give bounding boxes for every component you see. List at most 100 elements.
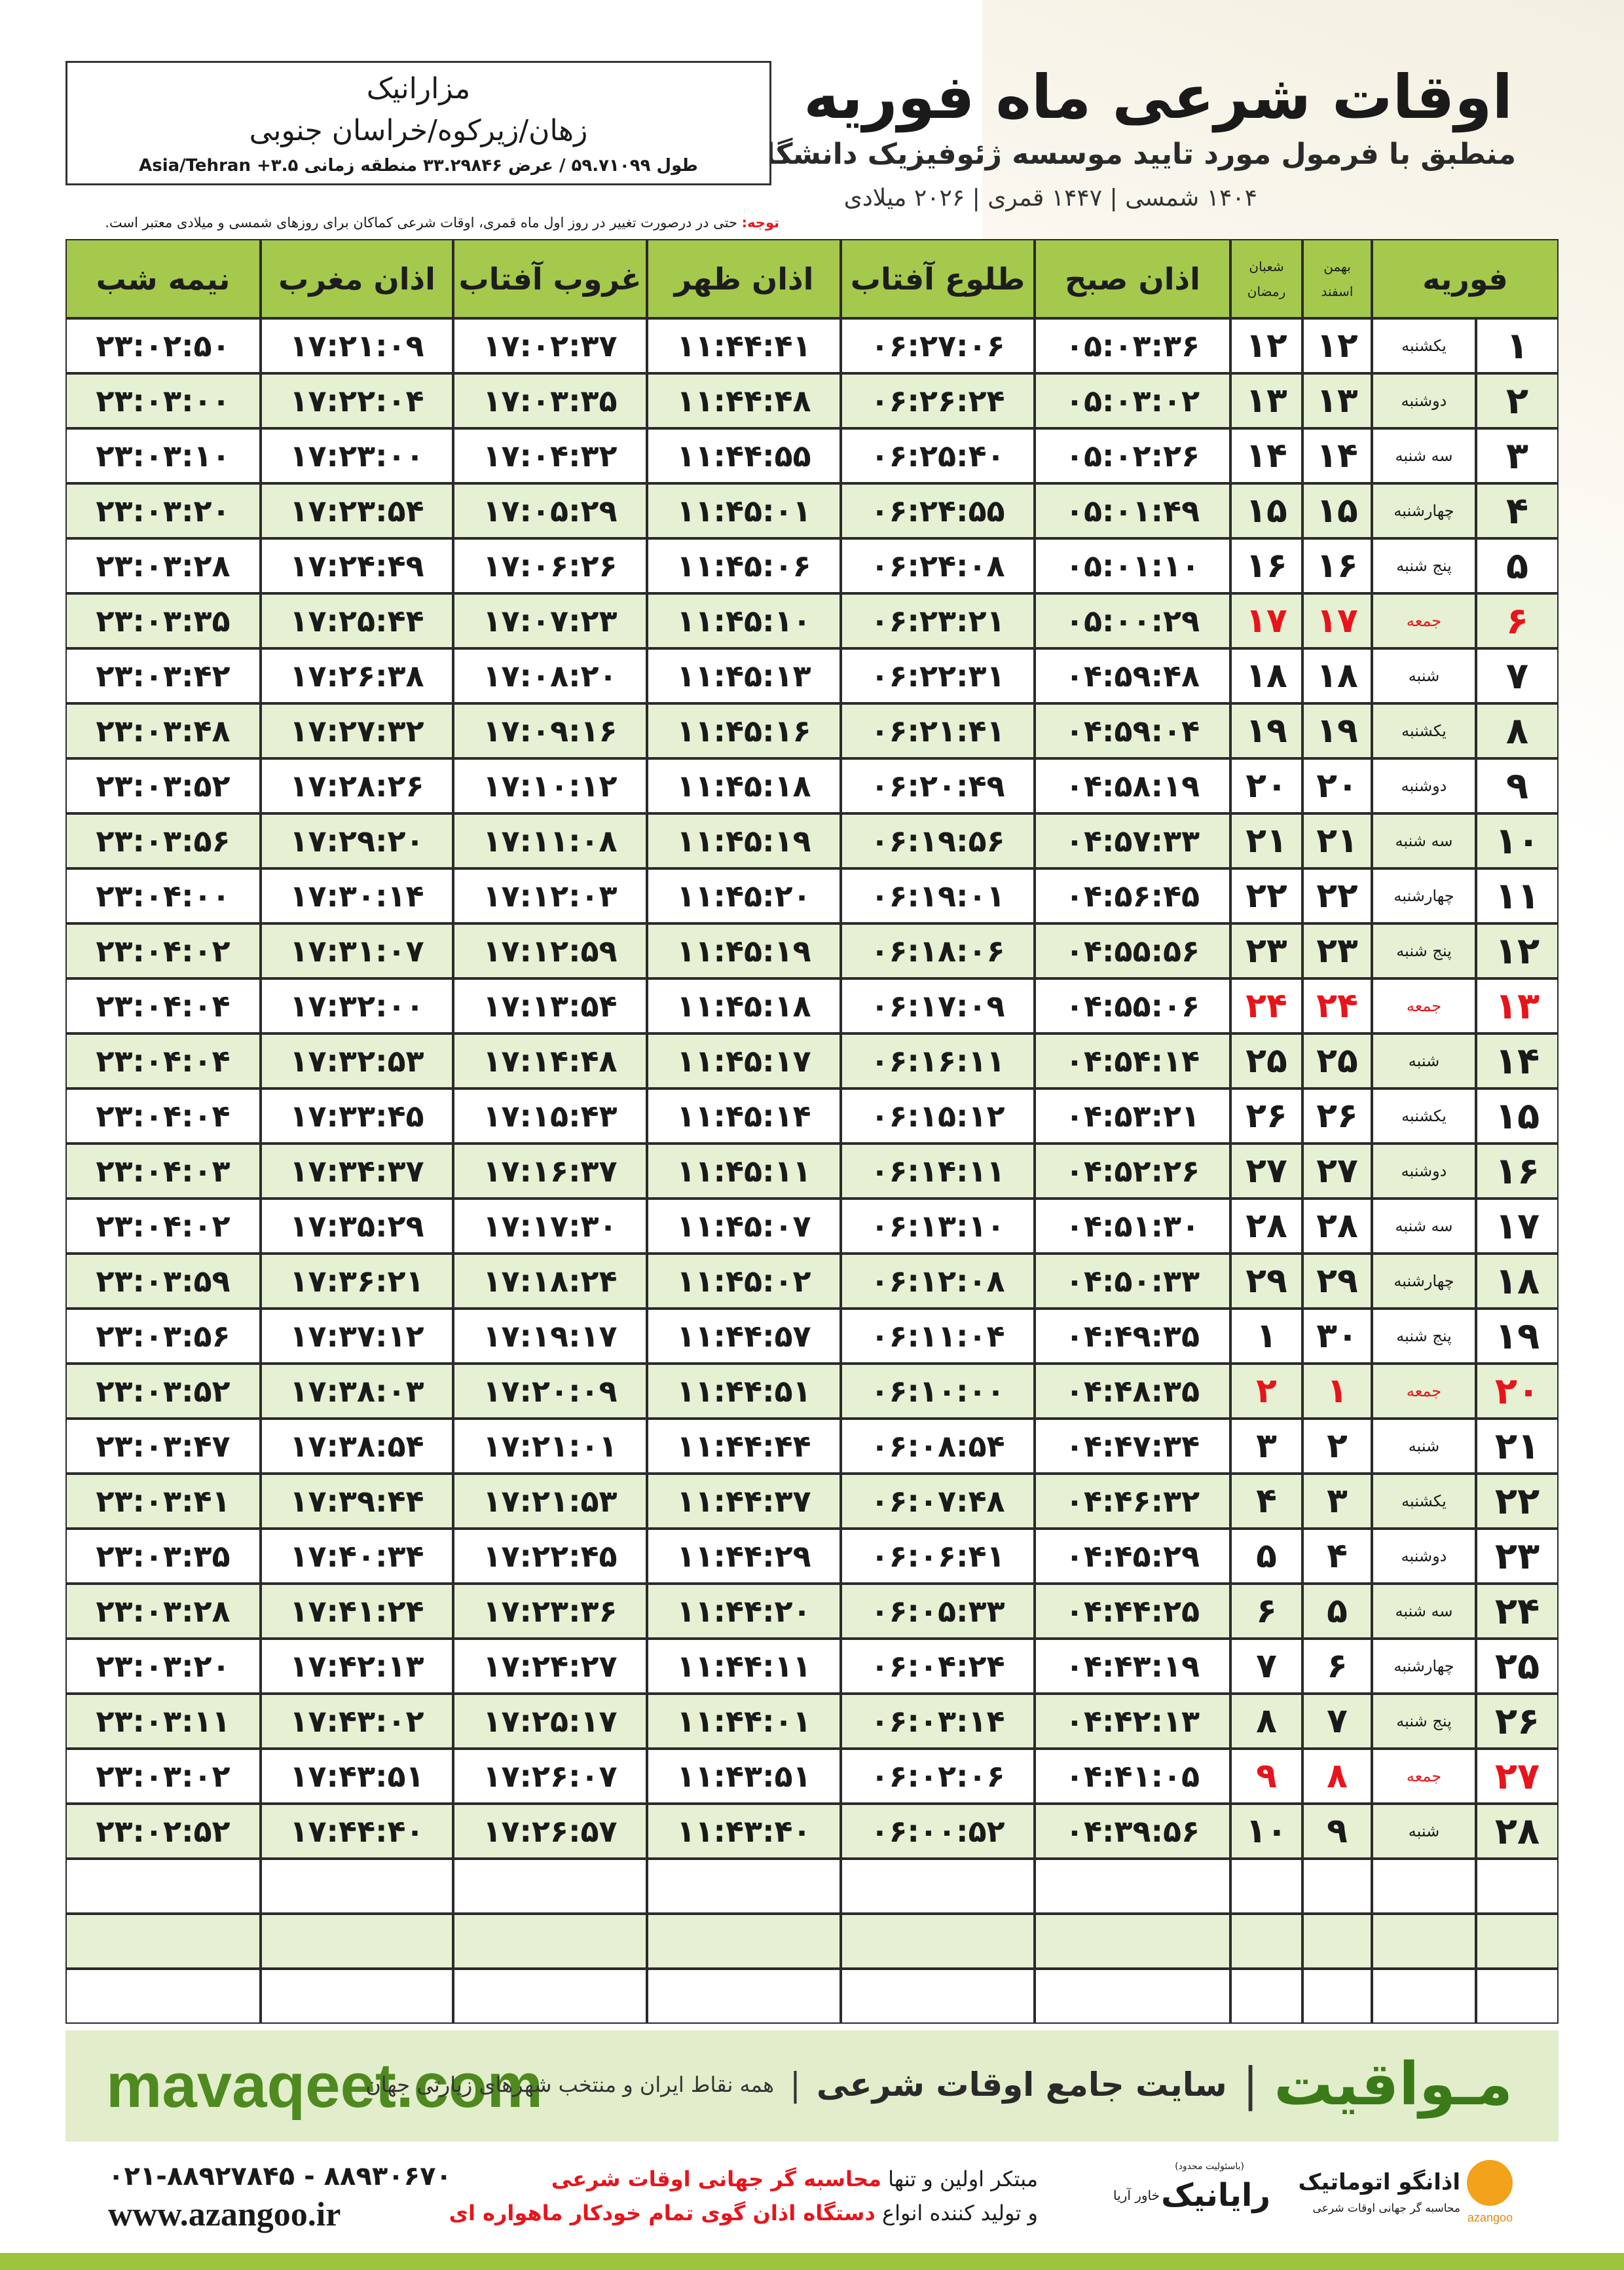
empty-cell [65, 1969, 261, 2024]
footer-website: www.azangoo.ir [108, 2196, 341, 2233]
day-number: ۷ [1476, 648, 1559, 703]
lunar-date: ۸ [1230, 1694, 1302, 1749]
midnight-time: ۲۳:۰۴:۰۴ [65, 1033, 261, 1088]
fajr-time: ۰۵:۰۳:۳۶ [1035, 318, 1230, 373]
sunrise-time: ۰۶:۲۶:۲۴ [841, 373, 1035, 428]
fajr-time: ۰۴:۵۸:۱۹ [1035, 758, 1230, 813]
weekday: سه شنبه [1372, 1584, 1476, 1639]
weekday: جمعه [1372, 978, 1476, 1033]
fajr-time: ۰۴:۴۴:۲۵ [1035, 1584, 1230, 1639]
location-box: مزارانیک زهان/زیرکوه/خراسان جنوبی طول ۵۹… [65, 61, 771, 185]
sunrise-time: ۰۶:۱۷:۰۹ [841, 978, 1035, 1033]
empty-cell [1372, 1914, 1476, 1969]
lunar-date: ۲۰ [1230, 758, 1302, 813]
weekday: یکشنبه [1372, 1088, 1476, 1144]
solar-date: ۳ [1302, 1474, 1372, 1529]
azangoo-logo: azangoo اذانگو اتوماتیک محاسبه گر جهانی … [1290, 2155, 1513, 2233]
empty-cell [261, 1859, 453, 1914]
weekday: سه شنبه [1372, 428, 1476, 483]
sunset-time: ۱۷:۲۱:۵۳ [453, 1474, 647, 1529]
weekday: پنج شنبه [1372, 923, 1476, 978]
maghrib-time: ۱۷:۲۱:۰۹ [261, 318, 453, 373]
header-cell: اذان صبح [1035, 239, 1230, 318]
header-cell: اذان مغرب [261, 239, 453, 318]
azangoo-name: اذانگو اتوماتیک [1298, 2169, 1460, 2195]
fajr-time: ۰۴:۵۳:۲۱ [1035, 1088, 1230, 1144]
weekday: چهارشنبه [1372, 1639, 1476, 1694]
maghrib-time: ۱۷:۲۹:۲۰ [261, 813, 453, 868]
header-cell: فوریه [1372, 239, 1559, 318]
fajr-time: ۰۴:۴۹:۳۵ [1035, 1309, 1230, 1364]
solar-date: ۲۰ [1302, 758, 1372, 813]
dhuhr-time: ۱۱:۴۴:۱۱ [647, 1639, 841, 1694]
lunar-date: ۱۵ [1230, 483, 1302, 538]
empty-cell [1302, 1914, 1372, 1969]
sunrise-time: ۰۶:۲۵:۴۰ [841, 428, 1035, 483]
weekday: شنبه [1372, 1033, 1476, 1088]
empty-cell [1035, 1859, 1230, 1914]
maghrib-time: ۱۷:۲۷:۳۲ [261, 703, 453, 758]
dhuhr-time: ۱۱:۴۵:۰۱ [647, 483, 841, 538]
footer-highlight: محاسبه گر جهانی اوقات شرعی [551, 2167, 881, 2191]
lunar-date: ۲۷ [1230, 1144, 1302, 1199]
day-number: ۲۱ [1476, 1419, 1559, 1474]
sunrise-time: ۰۶:۰۰:۵۲ [841, 1804, 1035, 1859]
day-number: ۵ [1476, 538, 1559, 593]
lunar-date: ۱۷ [1230, 593, 1302, 648]
empty-cell [65, 1859, 261, 1914]
maghrib-time: ۱۷:۳۱:۰۷ [261, 923, 453, 978]
day-number: ۲۷ [1476, 1749, 1559, 1804]
sunrise-time: ۰۶:۰۴:۲۴ [841, 1639, 1035, 1694]
sunset-time: ۱۷:۱۷:۳۰ [453, 1199, 647, 1254]
day-number: ۳ [1476, 428, 1559, 483]
midnight-time: ۲۳:۰۴:۰۳ [65, 1144, 261, 1199]
fajr-time: ۰۴:۵۲:۲۶ [1035, 1144, 1230, 1199]
header-subtext: اسفند [1321, 283, 1354, 299]
empty-cell [647, 1969, 841, 2024]
azangoo-sub: محاسبه گر جهانی اوقات شرعی [1312, 2202, 1460, 2215]
dhuhr-time: ۱۱:۴۴:۲۹ [647, 1529, 841, 1584]
sunset-time: ۱۷:۲۶:۵۷ [453, 1804, 647, 1859]
sunset-time: ۱۷:۱۹:۱۷ [453, 1309, 647, 1364]
day-number: ۱۲ [1476, 923, 1559, 978]
header-subtext: شعبان [1249, 258, 1284, 274]
lunar-date: ۱۶ [1230, 538, 1302, 593]
sunrise-time: ۰۶:۱۳:۱۰ [841, 1199, 1035, 1254]
banner-text: مـواقیت | سایت جامع اوقات شرعی | همه نقا… [365, 2050, 1513, 2119]
maghrib-time: ۱۷:۴۲:۱۳ [261, 1639, 453, 1694]
fajr-time: ۰۵:۰۱:۴۹ [1035, 483, 1230, 538]
solar-date: ۱۸ [1302, 648, 1372, 703]
lunar-date: ۱۴ [1230, 428, 1302, 483]
fajr-time: ۰۴:۵۹:۴۸ [1035, 648, 1230, 703]
fajr-time: ۰۴:۵۶:۴۵ [1035, 868, 1230, 923]
day-number: ۸ [1476, 703, 1559, 758]
maghrib-time: ۱۷:۴۳:۰۲ [261, 1694, 453, 1749]
separator: | [790, 2065, 801, 2104]
day-number: ۱۴ [1476, 1033, 1559, 1088]
fajr-time: ۰۵:۰۲:۲۶ [1035, 428, 1230, 483]
empty-cell [261, 1914, 453, 1969]
maghrib-time: ۱۷:۲۸:۲۶ [261, 758, 453, 813]
day-number: ۱۹ [1476, 1309, 1559, 1364]
maghrib-time: ۱۷:۲۴:۴۹ [261, 538, 453, 593]
sunset-time: ۱۷:۲۴:۲۷ [453, 1639, 647, 1694]
solar-date: ۱۹ [1302, 703, 1372, 758]
dhuhr-time: ۱۱:۴۳:۵۱ [647, 1749, 841, 1804]
sunrise-time: ۰۶:۲۷:۰۶ [841, 318, 1035, 373]
footer-line-2: و تولید کننده انواع دستگاه اذان گوی تمام… [449, 2201, 1038, 2225]
empty-cell [1372, 1969, 1476, 2024]
dhuhr-time: ۱۱:۴۵:۰۲ [647, 1254, 841, 1309]
header-cell: شعبان رمضان [1230, 239, 1302, 318]
empty-cell [1230, 1859, 1302, 1914]
empty-cell [453, 1914, 647, 1969]
sunrise-time: ۰۶:۱۵:۱۲ [841, 1088, 1035, 1144]
midnight-time: ۲۳:۰۲:۵۲ [65, 1804, 261, 1859]
dhuhr-time: ۱۱:۴۴:۴۸ [647, 373, 841, 428]
solar-date: ۲۹ [1302, 1254, 1372, 1309]
empty-cell [453, 1969, 647, 2024]
fajr-time: ۰۴:۴۵:۲۹ [1035, 1529, 1230, 1584]
empty-cell [841, 1969, 1035, 2024]
sunrise-time: ۰۶:۱۱:۰۴ [841, 1309, 1035, 1364]
azangoo-icon [1467, 2160, 1513, 2206]
lunar-date: ۴ [1230, 1474, 1302, 1529]
